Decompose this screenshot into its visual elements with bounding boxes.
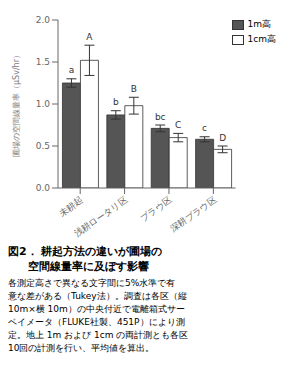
html-text:ベイメータ（FLUKE社製、451P）により測: ベイメータ（FLUKE社製、451P）により測	[8, 317, 185, 327]
svg-text:1.0: 1.0	[36, 99, 51, 109]
svg-text:0.0: 0.0	[36, 183, 51, 193]
svg-text:2.0: 2.0	[36, 15, 51, 25]
html-text:1cm高: 1cm高	[247, 34, 276, 44]
svg-text:プラウ区: プラウ区	[139, 195, 174, 224]
svg-text:浅耕ロータリ区: 浅耕ロータリ区	[72, 195, 129, 239]
html-text:空間線量率に及ぼす影響: 空間線量率に及ぼす影響	[28, 260, 149, 273]
svg-text:未耕起: 未耕起	[57, 195, 85, 219]
svg-text:a: a	[69, 65, 75, 75]
html-text:図2． 耕起方法の違いが圃場の: 図2． 耕起方法の違いが圃場の	[8, 245, 163, 258]
svg-text:0.5: 0.5	[36, 141, 50, 151]
html-text:意な差がある（Tukey法）。調査は各区（縦: 意な差がある（Tukey法）。調査は各区（縦	[8, 291, 187, 301]
svg-text:c: c	[202, 123, 207, 133]
html-text:各測定高さで異なる文字間に5%水準で有: 各測定高さで異なる文字間に5%水準で有	[8, 278, 176, 288]
svg-text:D: D	[219, 133, 226, 143]
svg-text:深耕プラウ区: 深耕プラウ区	[168, 195, 218, 234]
svg-text:A: A	[86, 32, 93, 42]
html-text:1m高: 1m高	[247, 19, 271, 29]
html-text:10回の計測を行い、平均値を算出。: 10回の計測を行い、平均値を算出。	[8, 343, 155, 353]
svg-text:B: B	[131, 84, 137, 94]
svg-text:b: b	[113, 97, 119, 107]
svg-text:bc: bc	[155, 112, 166, 122]
svg-text:1.5: 1.5	[36, 57, 50, 67]
html-text:定。地上 1m および 1cm の両計測とも各区: 定。地上 1m および 1cm の両計測とも各区	[8, 330, 189, 340]
svg-text:圃場の空間線量率（μSv/hr）: 圃場の空間線量率（μSv/hr）	[12, 51, 21, 157]
svg-text:C: C	[175, 120, 181, 130]
html-text:10m×横 10m）の中央付近で電離箱式サー: 10m×横 10m）の中央付近で電離箱式サー	[8, 304, 185, 314]
